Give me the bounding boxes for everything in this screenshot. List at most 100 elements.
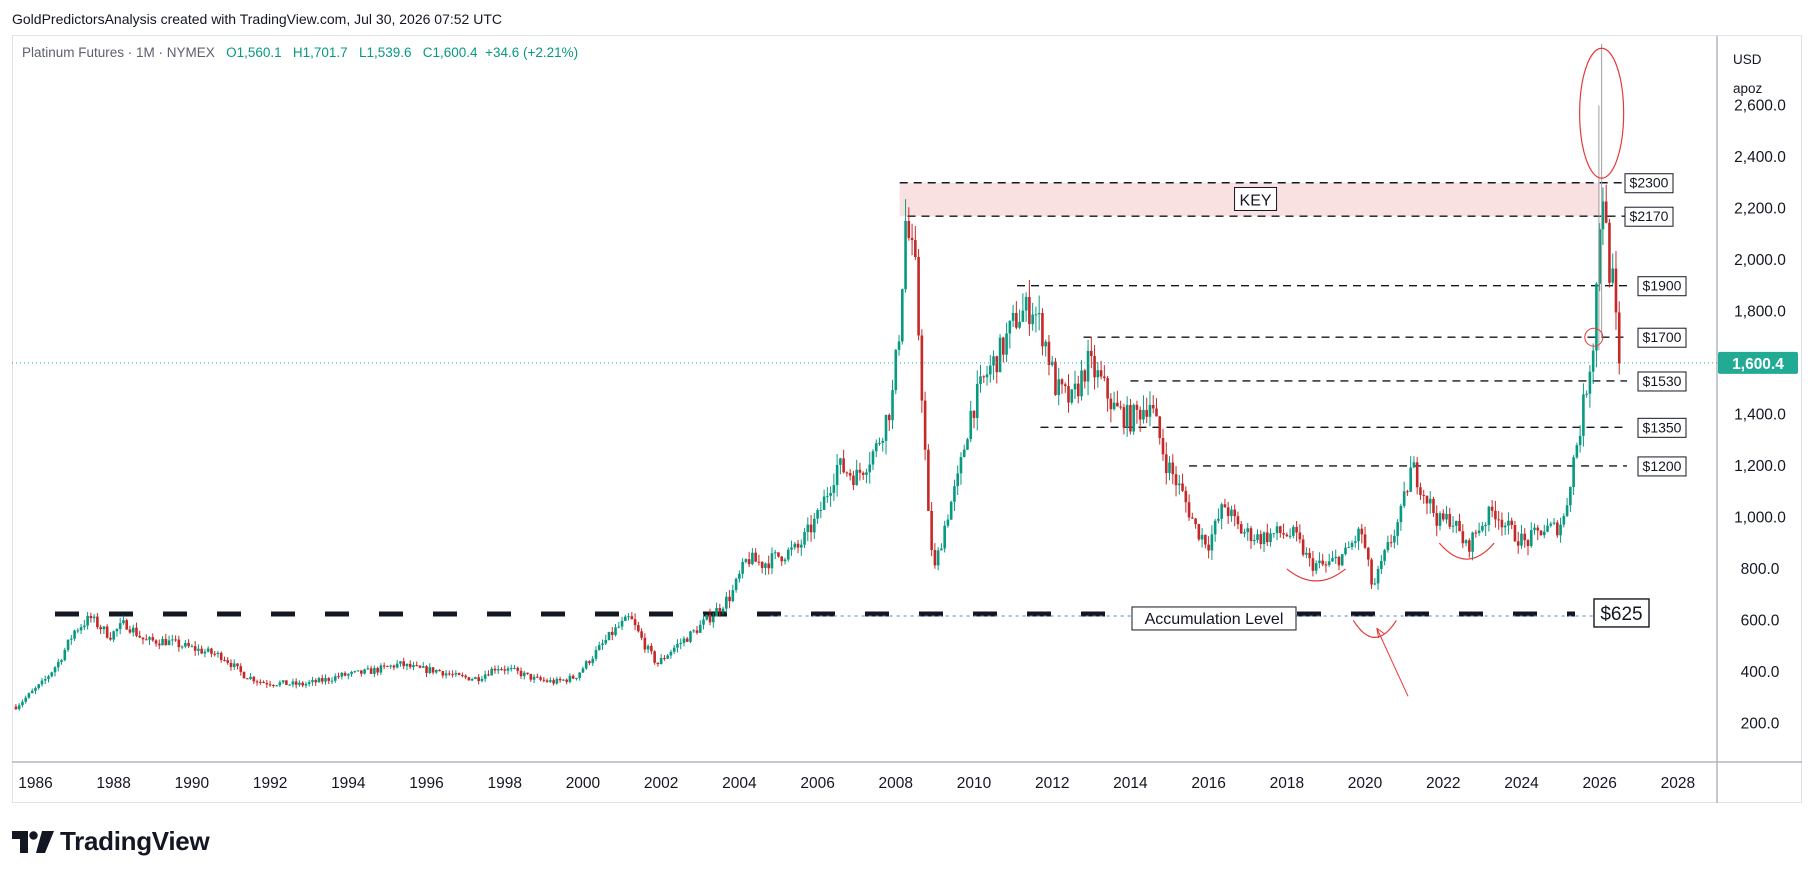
candle-body — [1177, 483, 1181, 486]
candle-body — [24, 697, 27, 702]
candle-body — [819, 509, 823, 511]
candle-body — [1103, 376, 1106, 379]
candle-body — [434, 670, 438, 673]
bottom-arc-2020 — [1352, 620, 1397, 638]
candle-body — [1168, 462, 1171, 474]
candle-body — [816, 510, 819, 519]
candle-body — [1174, 474, 1178, 486]
candle-body — [477, 677, 480, 682]
candle-body — [988, 365, 992, 375]
candle-body — [1598, 229, 1601, 284]
candle-body — [760, 561, 764, 568]
candle-body — [1520, 533, 1523, 546]
last-price-tag — [1718, 351, 1798, 374]
candle-body — [718, 607, 722, 612]
candle-body — [904, 220, 907, 290]
candle-body — [933, 550, 937, 566]
candle-body — [985, 374, 989, 378]
candle-body — [27, 693, 31, 698]
candle-body — [506, 668, 510, 671]
candle-body — [682, 638, 686, 643]
candle-body — [441, 671, 445, 676]
candle-body — [1109, 398, 1113, 410]
candle-body — [164, 638, 168, 646]
candle-body — [30, 690, 34, 694]
candle-body — [1132, 404, 1135, 432]
candle-body — [1021, 310, 1025, 322]
candle-body — [953, 486, 956, 502]
candle-body — [1490, 506, 1494, 511]
symbol-name[interactable]: Platinum Futures · 1M · NYMEX — [22, 45, 215, 60]
candle-body — [562, 679, 565, 681]
candle-body — [790, 547, 793, 550]
candle-body — [1204, 534, 1207, 545]
candle-body — [503, 669, 507, 671]
candle-body — [425, 666, 428, 674]
accumulation-label: Accumulation Level — [1145, 611, 1284, 628]
candle-body — [578, 672, 581, 678]
currency-label[interactable]: USD — [1733, 52, 1762, 67]
y-tick-label: 600.0 — [1741, 612, 1780, 629]
candle-body — [1295, 526, 1298, 533]
legend-high: H1,701.7 — [292, 45, 348, 60]
candle-body — [529, 673, 533, 680]
candle-body — [1151, 405, 1155, 409]
y-tick-label: 1,000.0 — [1734, 509, 1786, 526]
candle-body — [640, 631, 643, 638]
candle-body — [187, 642, 190, 647]
candle-body — [1523, 533, 1527, 541]
candle-body — [754, 552, 757, 562]
candle-body — [1213, 520, 1217, 535]
candle-body — [128, 629, 132, 633]
candle-body — [1041, 313, 1044, 347]
x-tick-label: 2000 — [566, 775, 601, 792]
candle-body — [1396, 522, 1399, 536]
candle-body — [1243, 532, 1246, 534]
candle-body — [1500, 519, 1504, 528]
candle-body — [1028, 296, 1031, 325]
candle-body — [650, 645, 653, 652]
candle-body — [995, 356, 999, 373]
candle-body — [307, 682, 311, 684]
candle-body — [161, 638, 164, 646]
candle-body — [930, 510, 933, 551]
candle-body — [467, 677, 471, 681]
x-tick-label: 2010 — [957, 775, 992, 792]
symbol-legend: Platinum Futures · 1M · NYMEX O1,560.1 H… — [22, 45, 578, 60]
candle-body — [992, 356, 995, 366]
candle-body — [1015, 312, 1018, 328]
candle-body — [177, 639, 181, 648]
candle-body — [105, 626, 109, 638]
price-level-label: $1200 — [1643, 458, 1682, 474]
candle-body — [203, 651, 207, 654]
candle-body — [832, 485, 836, 493]
tradingview-brand[interactable]: TradingView — [12, 826, 210, 857]
candle-body — [148, 637, 151, 640]
candle-body — [454, 673, 458, 675]
candle-body — [1249, 528, 1253, 542]
candle-body — [294, 681, 298, 685]
x-tick-label: 2006 — [800, 775, 834, 792]
candle-body — [656, 662, 660, 665]
candle-body — [1321, 560, 1324, 565]
candle-body — [627, 616, 630, 618]
candle-body — [43, 679, 47, 681]
candle-body — [1044, 341, 1047, 347]
candle-body — [865, 472, 868, 475]
candle-body — [213, 653, 216, 655]
candle-body — [255, 681, 259, 683]
candle-body — [99, 627, 102, 630]
candle-body — [558, 678, 562, 681]
candle-body — [822, 496, 826, 510]
scale-mode-label[interactable]: apoz — [1733, 81, 1763, 96]
candle-body — [1526, 540, 1530, 547]
candle-body — [594, 650, 598, 659]
candle-body — [1184, 490, 1188, 503]
tradingview-logo-icon — [12, 830, 54, 853]
candle-body — [47, 676, 50, 680]
candle-body — [1236, 516, 1240, 525]
x-tick-label: 2028 — [1661, 775, 1695, 792]
candle-body — [1200, 534, 1204, 540]
candle-body — [969, 410, 973, 440]
